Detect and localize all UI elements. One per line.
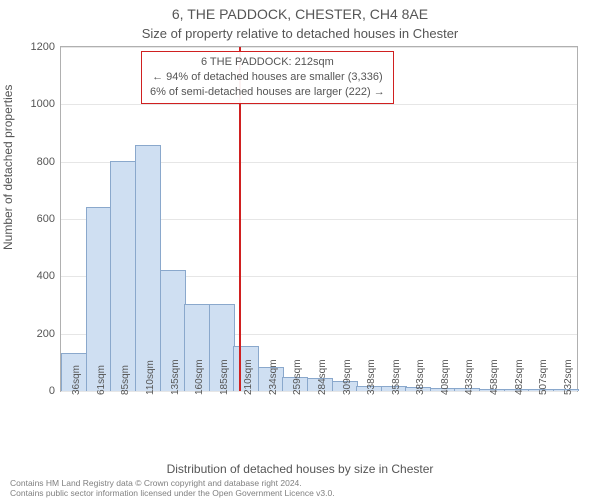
y-tick-label: 0 — [49, 385, 55, 397]
histogram-bar — [86, 207, 112, 391]
x-tick-label: 210sqm — [243, 359, 254, 395]
annotation-line: ← 94% of detached houses are smaller (3,… — [150, 70, 385, 85]
gridline — [61, 104, 577, 105]
y-tick-label: 800 — [37, 156, 55, 168]
x-tick-label: 135sqm — [170, 359, 181, 395]
x-tick-label: 358sqm — [391, 359, 402, 395]
histogram-bar — [135, 145, 161, 391]
x-tick-label: 284sqm — [317, 359, 328, 395]
x-tick-label: 61sqm — [96, 365, 107, 395]
chart-container: 6, THE PADDOCK, CHESTER, CH4 8AE Size of… — [0, 0, 600, 500]
footer-line-1: Contains HM Land Registry data © Crown c… — [10, 478, 335, 488]
x-tick-label: 408sqm — [440, 359, 451, 395]
chart-subtitle: Size of property relative to detached ho… — [0, 26, 600, 41]
x-tick-label: 433sqm — [464, 359, 475, 395]
x-tick-label: 110sqm — [145, 360, 156, 395]
y-tick-label: 1200 — [31, 41, 55, 53]
y-tick-label: 600 — [37, 213, 55, 225]
chart-title: 6, THE PADDOCK, CHESTER, CH4 8AE — [0, 6, 600, 22]
x-tick-label: 458sqm — [489, 359, 500, 395]
x-tick-label: 338sqm — [366, 359, 377, 395]
x-tick-label: 160sqm — [194, 359, 205, 395]
plot-area: 02004006008001000120036sqm61sqm85sqm110s… — [60, 46, 578, 392]
y-tick-label: 400 — [37, 270, 55, 282]
annotation-line: 6 THE PADDOCK: 212sqm — [150, 55, 385, 70]
x-tick-label: 36sqm — [71, 365, 82, 395]
x-tick-label: 507sqm — [538, 359, 549, 395]
y-tick-label: 200 — [37, 328, 55, 340]
histogram-bar — [110, 161, 136, 391]
x-tick-label: 532sqm — [563, 359, 574, 395]
x-tick-label: 185sqm — [219, 359, 230, 395]
x-tick-label: 309sqm — [342, 359, 353, 395]
x-axis-label: Distribution of detached houses by size … — [0, 462, 600, 476]
annotation-line: 6% of semi-detached houses are larger (2… — [150, 85, 385, 100]
y-axis-label: Number of detached properties — [1, 85, 15, 250]
footer-line-2: Contains public sector information licen… — [10, 488, 335, 498]
gridline — [61, 47, 577, 48]
annotation-box: 6 THE PADDOCK: 212sqm← 94% of detached h… — [141, 51, 394, 104]
footer-credits: Contains HM Land Registry data © Crown c… — [10, 478, 335, 498]
x-tick-label: 482sqm — [514, 359, 525, 395]
x-tick-label: 234sqm — [268, 359, 279, 395]
x-tick-label: 383sqm — [415, 359, 426, 395]
y-tick-label: 1000 — [31, 98, 55, 110]
x-tick-label: 259sqm — [292, 359, 303, 395]
x-tick-label: 85sqm — [120, 365, 131, 395]
